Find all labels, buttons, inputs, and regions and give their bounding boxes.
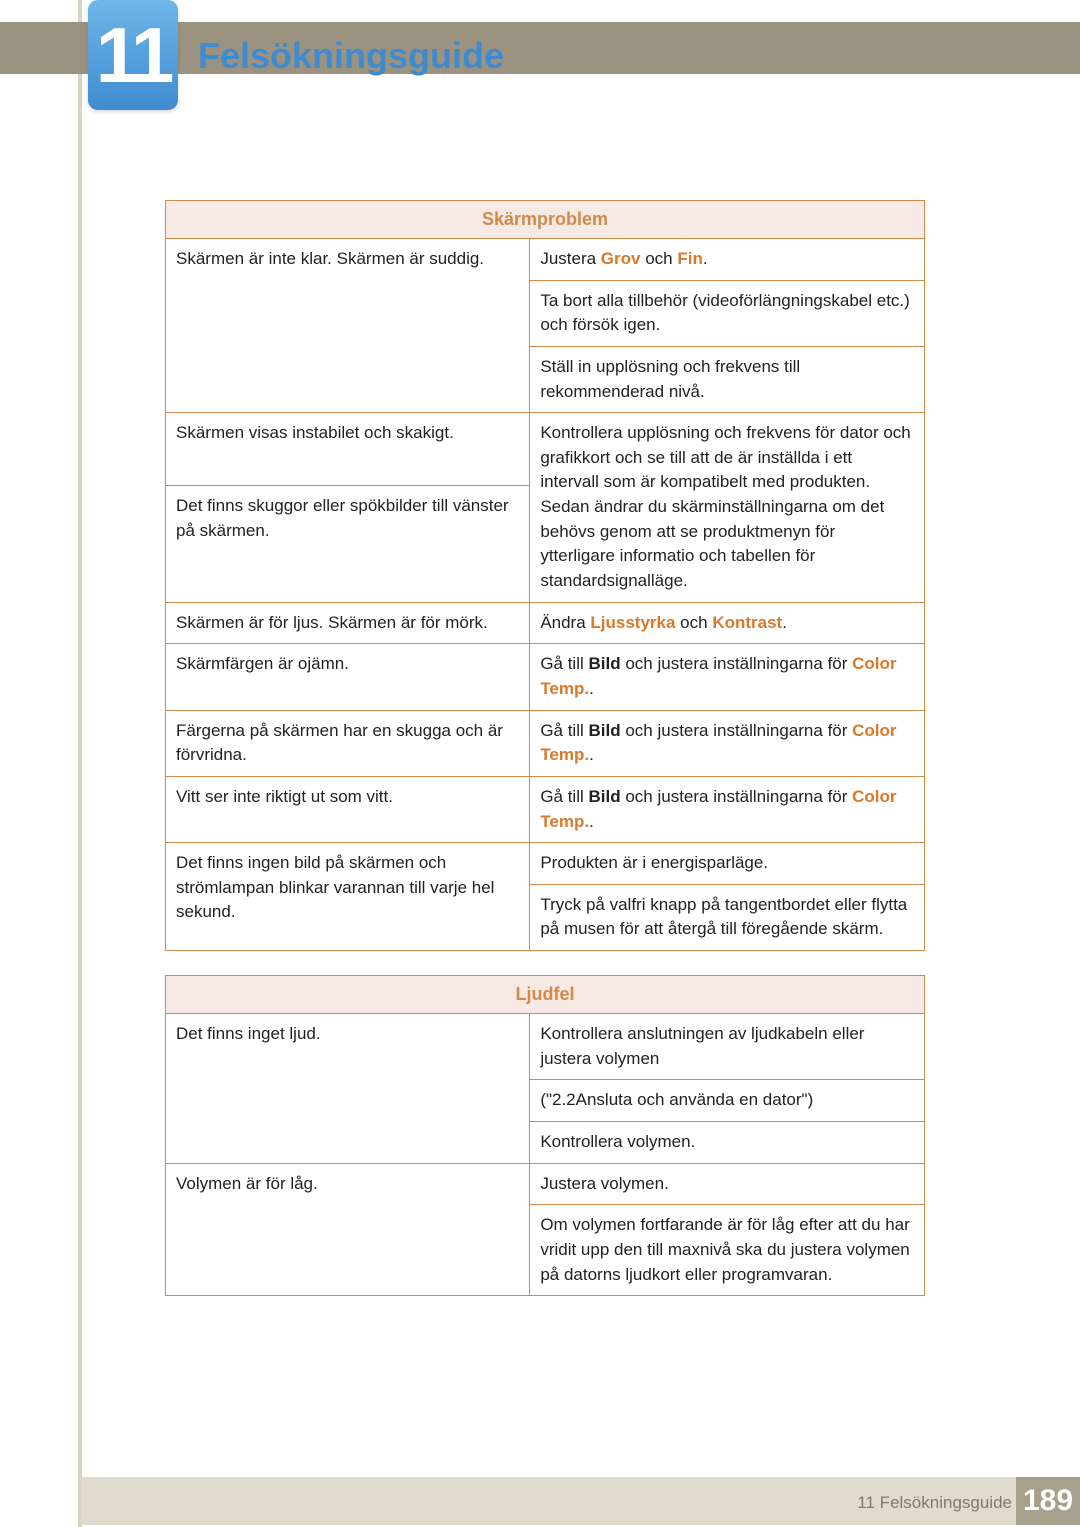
table-sound-problems: LjudfelDet finns inget ljud.Kontrollera … bbox=[165, 975, 925, 1296]
table-cell-issue: Skärmen visas instabilet och skakigt. bbox=[166, 413, 530, 486]
table-header: Ljudfel bbox=[166, 976, 925, 1014]
table-cell-solution: Ta bort alla tillbehör (videoförlängning… bbox=[530, 280, 925, 346]
table-cell-issue: Skärmen är för ljus. Skärmen är för mörk… bbox=[166, 602, 530, 644]
page-number-value: 189 bbox=[1023, 1484, 1073, 1518]
table-cell-solution: Kontrollera volymen. bbox=[530, 1122, 925, 1164]
page-title: Felsökningsguide bbox=[198, 35, 504, 77]
table-cell-issue: Det finns ingen bild på skärmen och strö… bbox=[166, 843, 530, 951]
left-sidebar-rule bbox=[78, 0, 82, 1527]
table-screen-problems: SkärmproblemSkärmen är inte klar. Skärme… bbox=[165, 200, 925, 951]
table-cell-solution: Ställ in upplösning och frekvens till re… bbox=[530, 346, 925, 412]
table-cell-solution: Tryck på valfri knapp på tangentbordet e… bbox=[530, 884, 925, 950]
page-number: 189 bbox=[1016, 1477, 1080, 1525]
table-cell-solution: Ändra Ljusstyrka och Kontrast. bbox=[530, 602, 925, 644]
table-cell-solution: Gå till Bild och justera inställningarna… bbox=[530, 710, 925, 776]
table-cell-solution: Gå till Bild och justera inställningarna… bbox=[530, 644, 925, 710]
table-cell-solution: ("2.2Ansluta och använda en dator") bbox=[530, 1080, 925, 1122]
table-cell-solution: Produkten är i energisparläge. bbox=[530, 843, 925, 885]
table-cell-issue: Volymen är för låg. bbox=[166, 1163, 530, 1296]
table-cell-issue: Det finns inget ljud. bbox=[166, 1014, 530, 1164]
chapter-number: 11 bbox=[96, 10, 170, 101]
table-cell-solution: Gå till Bild och justera inställningarna… bbox=[530, 776, 925, 842]
table-cell-solution: Kontrollera upplösning och frekvens för … bbox=[530, 413, 925, 602]
table-cell-solution: Justera volymen. bbox=[530, 1163, 925, 1205]
chapter-badge: 11 bbox=[88, 0, 178, 110]
table-cell-issue: Vitt ser inte riktigt ut som vitt. bbox=[166, 776, 530, 842]
page: 11 Felsökningsguide SkärmproblemSkärmen … bbox=[0, 0, 1080, 1527]
table-cell-issue: Skärmen är inte klar. Skärmen är suddig. bbox=[166, 239, 530, 413]
table-cell-solution: Kontrollera anslutningen av ljudkabeln e… bbox=[530, 1014, 925, 1080]
table-cell-solution: Justera Grov och Fin. bbox=[530, 239, 925, 281]
footer-text: 11 Felsökningsguide bbox=[857, 1493, 1012, 1513]
table-cell-issue: Skärmfärgen är ojämn. bbox=[166, 644, 530, 710]
table-header: Skärmproblem bbox=[166, 201, 925, 239]
table-cell-solution: Om volymen fortfarande är för låg efter … bbox=[530, 1205, 925, 1296]
content-area: SkärmproblemSkärmen är inte klar. Skärme… bbox=[165, 200, 925, 1320]
table-cell-issue: Det finns skuggor eller spökbilder till … bbox=[166, 486, 530, 602]
table-cell-issue: Färgerna på skärmen har en skugga och är… bbox=[166, 710, 530, 776]
